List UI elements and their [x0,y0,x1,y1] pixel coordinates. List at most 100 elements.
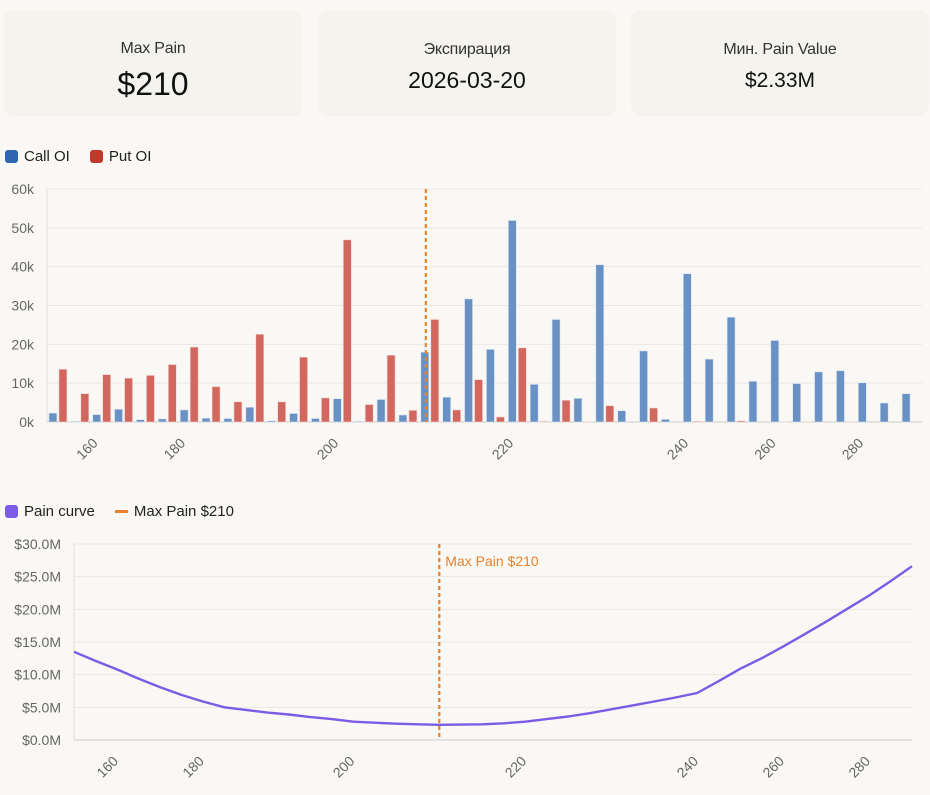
y-tick-label: $5.0M [22,699,61,715]
call-oi-bar [704,358,714,423]
put-oi-bar [408,410,418,423]
x-tick-label: 160 [93,753,121,781]
x-tick-label: 280 [839,435,867,463]
y-tick-label: 50k [11,220,35,236]
put-oi-bar [233,401,243,423]
call-oi-bar [792,383,801,423]
put-oi-bar [649,407,658,423]
put-oi-bar [561,399,571,423]
min-pain-value-label: Мин. Pain Value [723,41,837,58]
call-oi-bar [858,382,867,423]
put-oi-bar [386,354,396,423]
pain-legend: Pain curve Max Pain $210 [5,503,254,520]
y-tick-label: 10k [11,375,35,391]
call-oi-bar [683,273,692,423]
call-oi-bar [201,417,211,423]
legend-put-oi-label: Put OI [108,148,152,165]
oi-legend: Call OI Put OI [5,148,171,165]
call-oi-bar [311,418,320,423]
max-pain-annotation: Max Pain $210 [445,553,539,569]
legend-put-oi[interactable]: Put OI [89,148,152,165]
y-tick-label: $15.0M [14,634,61,650]
put-oi-bar [474,379,483,423]
put-oi-bar [364,404,374,423]
call-oi-bar [267,420,276,423]
call-oi-bar [114,408,123,423]
put-oi-bar [299,356,308,423]
put-oi-bar [124,377,133,423]
put-oi-bar [58,368,68,423]
call-oi-bar [770,340,780,423]
y-tick-label: 60k [11,181,35,197]
call-oi-bar [158,418,167,423]
call-oi-bar [639,350,648,423]
min-pain-value-value: $2.33M [744,69,816,92]
call-oi-bar [661,418,670,423]
max-pain-dash-icon [114,510,128,513]
put-oi-bar [321,397,330,423]
pain-curve-swatch-icon [5,505,18,518]
legend-pain-curve-label: Pain curve [24,503,95,520]
y-tick-label: $25.0M [14,569,61,585]
oi-bar-chart: 0k 10k 20k 30k 40k 50k 60k 160 180 200 220 240 260 28… [11,181,922,463]
x-tick-label: 260 [751,435,779,463]
x-tick-label: 260 [759,753,787,781]
x-tick-label: 160 [73,435,101,463]
legend-call-oi-label: Call OI [24,148,70,165]
max-pain-value: $210 [117,66,189,102]
legend-pain-curve[interactable]: Pain curve [5,503,95,520]
x-tick-label: 220 [489,435,517,463]
y-tick-label: 40k [11,259,35,275]
y-tick-label: $10.0M [14,667,61,683]
call-oi-bar [726,316,736,423]
x-tick-label: 180 [160,435,188,463]
put-oi-bar [736,420,746,423]
call-oi-bar [333,398,342,423]
expiration-card: Экспирация 2026-03-20 [318,10,616,116]
put-oi-swatch-icon [89,150,103,163]
call-oi-bar [617,410,626,423]
call-oi-bar [901,393,911,423]
pain-line-chart: $0.0M $5.0M $10.0M $15.0M $20.0M $25.0M $30.0M… [14,536,913,781]
call-oi-bar [136,419,145,423]
min-pain-value-card: Мин. Pain Value $2.33M [631,10,929,116]
put-oi-bar [146,375,155,423]
x-tick-label: 200 [330,753,358,781]
put-oi-bar [102,374,111,423]
put-oi-bar [496,416,505,423]
call-oi-bar [223,418,233,423]
x-tick-label: 240 [664,435,692,463]
call-oi-bar [289,413,298,423]
call-oi-bar [442,396,451,423]
call-oi-bar [398,414,408,423]
expiration-label: Экспирация [423,41,511,58]
y-tick-label: 0k [19,414,35,430]
legend-max-pain[interactable]: Max Pain $210 [114,503,234,520]
y-tick-label: 30k [11,298,35,314]
x-tick-label: 280 [845,753,873,781]
call-oi-bar [486,349,495,423]
max-pain-label: Max Pain [120,40,186,57]
legend-call-oi[interactable]: Call OI [5,148,70,165]
call-oi-bar [814,371,823,423]
expiration-value: 2026-03-20 [408,67,526,93]
call-oi-bar [179,409,189,423]
put-oi-bar [539,420,549,423]
max-pain-card: Max Pain $210 [4,10,302,116]
call-oi-bar [92,414,101,423]
call-oi-bar [354,420,364,423]
y-tick-label: $0.0M [22,732,61,748]
put-oi-bar [605,405,615,423]
call-oi-bar [595,264,605,423]
put-oi-bar [211,386,221,423]
call-oi-bar [48,412,58,423]
x-tick-label: 240 [673,753,701,781]
put-oi-bar [255,333,265,423]
call-oi-bar [879,402,889,423]
call-oi-bar [508,220,517,423]
put-oi-bar [168,364,177,423]
call-oi-bar [573,398,583,423]
call-oi-bar [376,399,386,423]
call-oi-bar [70,420,80,423]
put-oi-bar [452,409,461,423]
